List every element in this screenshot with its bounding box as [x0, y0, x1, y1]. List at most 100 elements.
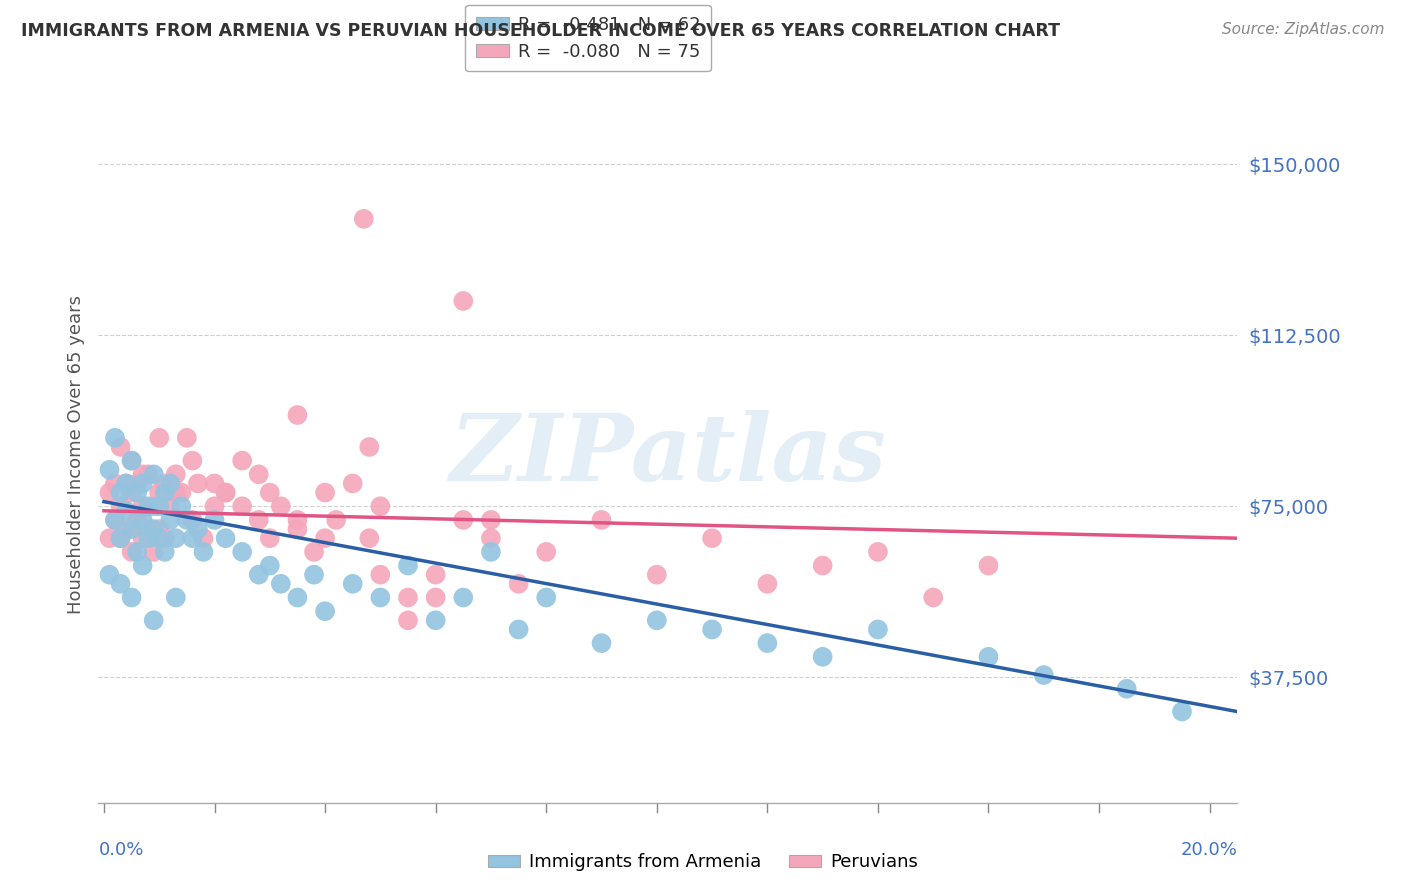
- Point: [98, 463, 121, 477]
- Point: [159, 500, 181, 514]
- Point: [131, 558, 153, 573]
- Point: [153, 545, 176, 559]
- Text: 0.0%: 0.0%: [98, 841, 143, 859]
- Point: [287, 591, 309, 605]
- Point: [370, 500, 392, 514]
- Point: [204, 476, 226, 491]
- Point: [270, 576, 292, 591]
- Point: [121, 545, 143, 559]
- Text: ZIPatlas: ZIPatlas: [450, 410, 886, 500]
- Point: [110, 485, 132, 500]
- Point: [98, 531, 121, 545]
- Point: [287, 408, 309, 422]
- Point: [534, 545, 557, 559]
- Point: [115, 476, 138, 491]
- Point: [148, 500, 170, 514]
- Point: [127, 485, 149, 500]
- Point: [453, 293, 475, 308]
- Point: [165, 485, 187, 500]
- Point: [153, 476, 176, 491]
- Point: [425, 591, 447, 605]
- Point: [259, 485, 281, 500]
- Point: [866, 545, 889, 559]
- Text: IMMIGRANTS FROM ARMENIA VS PERUVIAN HOUSEHOLDER INCOME OVER 65 YEARS CORRELATION: IMMIGRANTS FROM ARMENIA VS PERUVIAN HOUS…: [21, 22, 1060, 40]
- Point: [181, 453, 204, 467]
- Point: [165, 531, 187, 545]
- Point: [353, 211, 375, 226]
- Point: [204, 500, 226, 514]
- Point: [977, 649, 1000, 664]
- Point: [811, 558, 834, 573]
- Point: [700, 623, 723, 637]
- Point: [159, 513, 181, 527]
- Point: [453, 513, 475, 527]
- Point: [110, 500, 132, 514]
- Point: [131, 467, 153, 482]
- Point: [342, 476, 364, 491]
- Point: [142, 500, 165, 514]
- Point: [231, 500, 253, 514]
- Point: [142, 522, 165, 536]
- Point: [187, 476, 209, 491]
- Point: [148, 522, 170, 536]
- Point: [131, 531, 153, 545]
- Point: [1032, 668, 1054, 682]
- Point: [170, 485, 193, 500]
- Point: [645, 613, 668, 627]
- Point: [153, 531, 176, 545]
- Point: [98, 567, 121, 582]
- Point: [287, 513, 309, 527]
- Point: [325, 513, 347, 527]
- Point: [396, 558, 419, 573]
- Point: [127, 476, 149, 491]
- Point: [302, 567, 325, 582]
- Point: [214, 531, 236, 545]
- Point: [370, 591, 392, 605]
- Point: [121, 522, 143, 536]
- Point: [165, 591, 187, 605]
- Point: [453, 591, 475, 605]
- Point: [136, 467, 159, 482]
- Point: [115, 522, 138, 536]
- Point: [302, 545, 325, 559]
- Point: [170, 500, 193, 514]
- Point: [314, 604, 336, 618]
- Point: [591, 513, 613, 527]
- Point: [148, 431, 170, 445]
- Legend: R =  -0.481   N = 62, R =  -0.080   N = 75: R = -0.481 N = 62, R = -0.080 N = 75: [465, 4, 711, 71]
- Point: [314, 485, 336, 500]
- Point: [645, 567, 668, 582]
- Point: [204, 513, 226, 527]
- Point: [1171, 705, 1194, 719]
- Point: [176, 431, 198, 445]
- Point: [1115, 681, 1137, 696]
- Point: [104, 431, 127, 445]
- Point: [127, 513, 149, 527]
- Point: [214, 485, 236, 500]
- Point: [121, 453, 143, 467]
- Point: [131, 500, 153, 514]
- Point: [110, 531, 132, 545]
- Point: [425, 613, 447, 627]
- Point: [136, 500, 159, 514]
- Point: [142, 467, 165, 482]
- Point: [176, 513, 198, 527]
- Point: [121, 453, 143, 467]
- Point: [148, 531, 170, 545]
- Point: [866, 623, 889, 637]
- Point: [479, 513, 502, 527]
- Point: [148, 485, 170, 500]
- Point: [287, 522, 309, 536]
- Point: [479, 545, 502, 559]
- Point: [396, 591, 419, 605]
- Point: [591, 636, 613, 650]
- Point: [314, 531, 336, 545]
- Point: [165, 467, 187, 482]
- Point: [359, 440, 381, 454]
- Point: [121, 485, 143, 500]
- Point: [756, 576, 779, 591]
- Point: [247, 567, 270, 582]
- Point: [370, 567, 392, 582]
- Y-axis label: Householder Income Over 65 years: Householder Income Over 65 years: [66, 295, 84, 615]
- Point: [142, 545, 165, 559]
